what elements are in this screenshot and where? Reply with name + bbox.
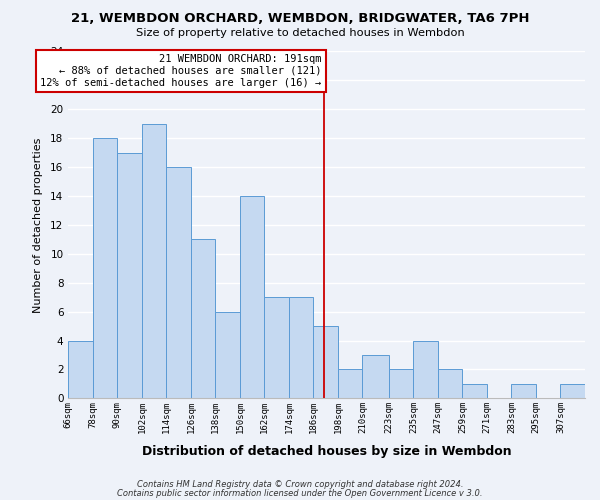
Bar xyxy=(289,297,313,398)
Bar xyxy=(142,124,166,398)
Text: 21, WEMBDON ORCHARD, WEMBDON, BRIDGWATER, TA6 7PH: 21, WEMBDON ORCHARD, WEMBDON, BRIDGWATER… xyxy=(71,12,529,26)
Bar xyxy=(191,240,215,398)
Bar xyxy=(265,297,289,398)
Bar xyxy=(93,138,118,398)
Bar xyxy=(560,384,585,398)
Bar xyxy=(438,370,463,398)
Bar xyxy=(215,312,240,398)
Bar xyxy=(313,326,338,398)
Bar xyxy=(362,355,389,399)
Y-axis label: Number of detached properties: Number of detached properties xyxy=(33,137,43,312)
Bar xyxy=(118,152,142,398)
Text: Contains HM Land Registry data © Crown copyright and database right 2024.: Contains HM Land Registry data © Crown c… xyxy=(137,480,463,489)
Bar xyxy=(511,384,536,398)
Bar xyxy=(338,370,362,398)
Bar xyxy=(413,340,438,398)
Bar xyxy=(389,370,413,398)
Bar xyxy=(463,384,487,398)
Text: Contains public sector information licensed under the Open Government Licence v : Contains public sector information licen… xyxy=(117,489,483,498)
Text: 21 WEMBDON ORCHARD: 191sqm
← 88% of detached houses are smaller (121)
12% of sem: 21 WEMBDON ORCHARD: 191sqm ← 88% of deta… xyxy=(40,54,322,88)
Bar xyxy=(166,167,191,398)
X-axis label: Distribution of detached houses by size in Wembdon: Distribution of detached houses by size … xyxy=(142,444,511,458)
Bar xyxy=(68,340,93,398)
Bar xyxy=(240,196,265,398)
Text: Size of property relative to detached houses in Wembdon: Size of property relative to detached ho… xyxy=(136,28,464,38)
